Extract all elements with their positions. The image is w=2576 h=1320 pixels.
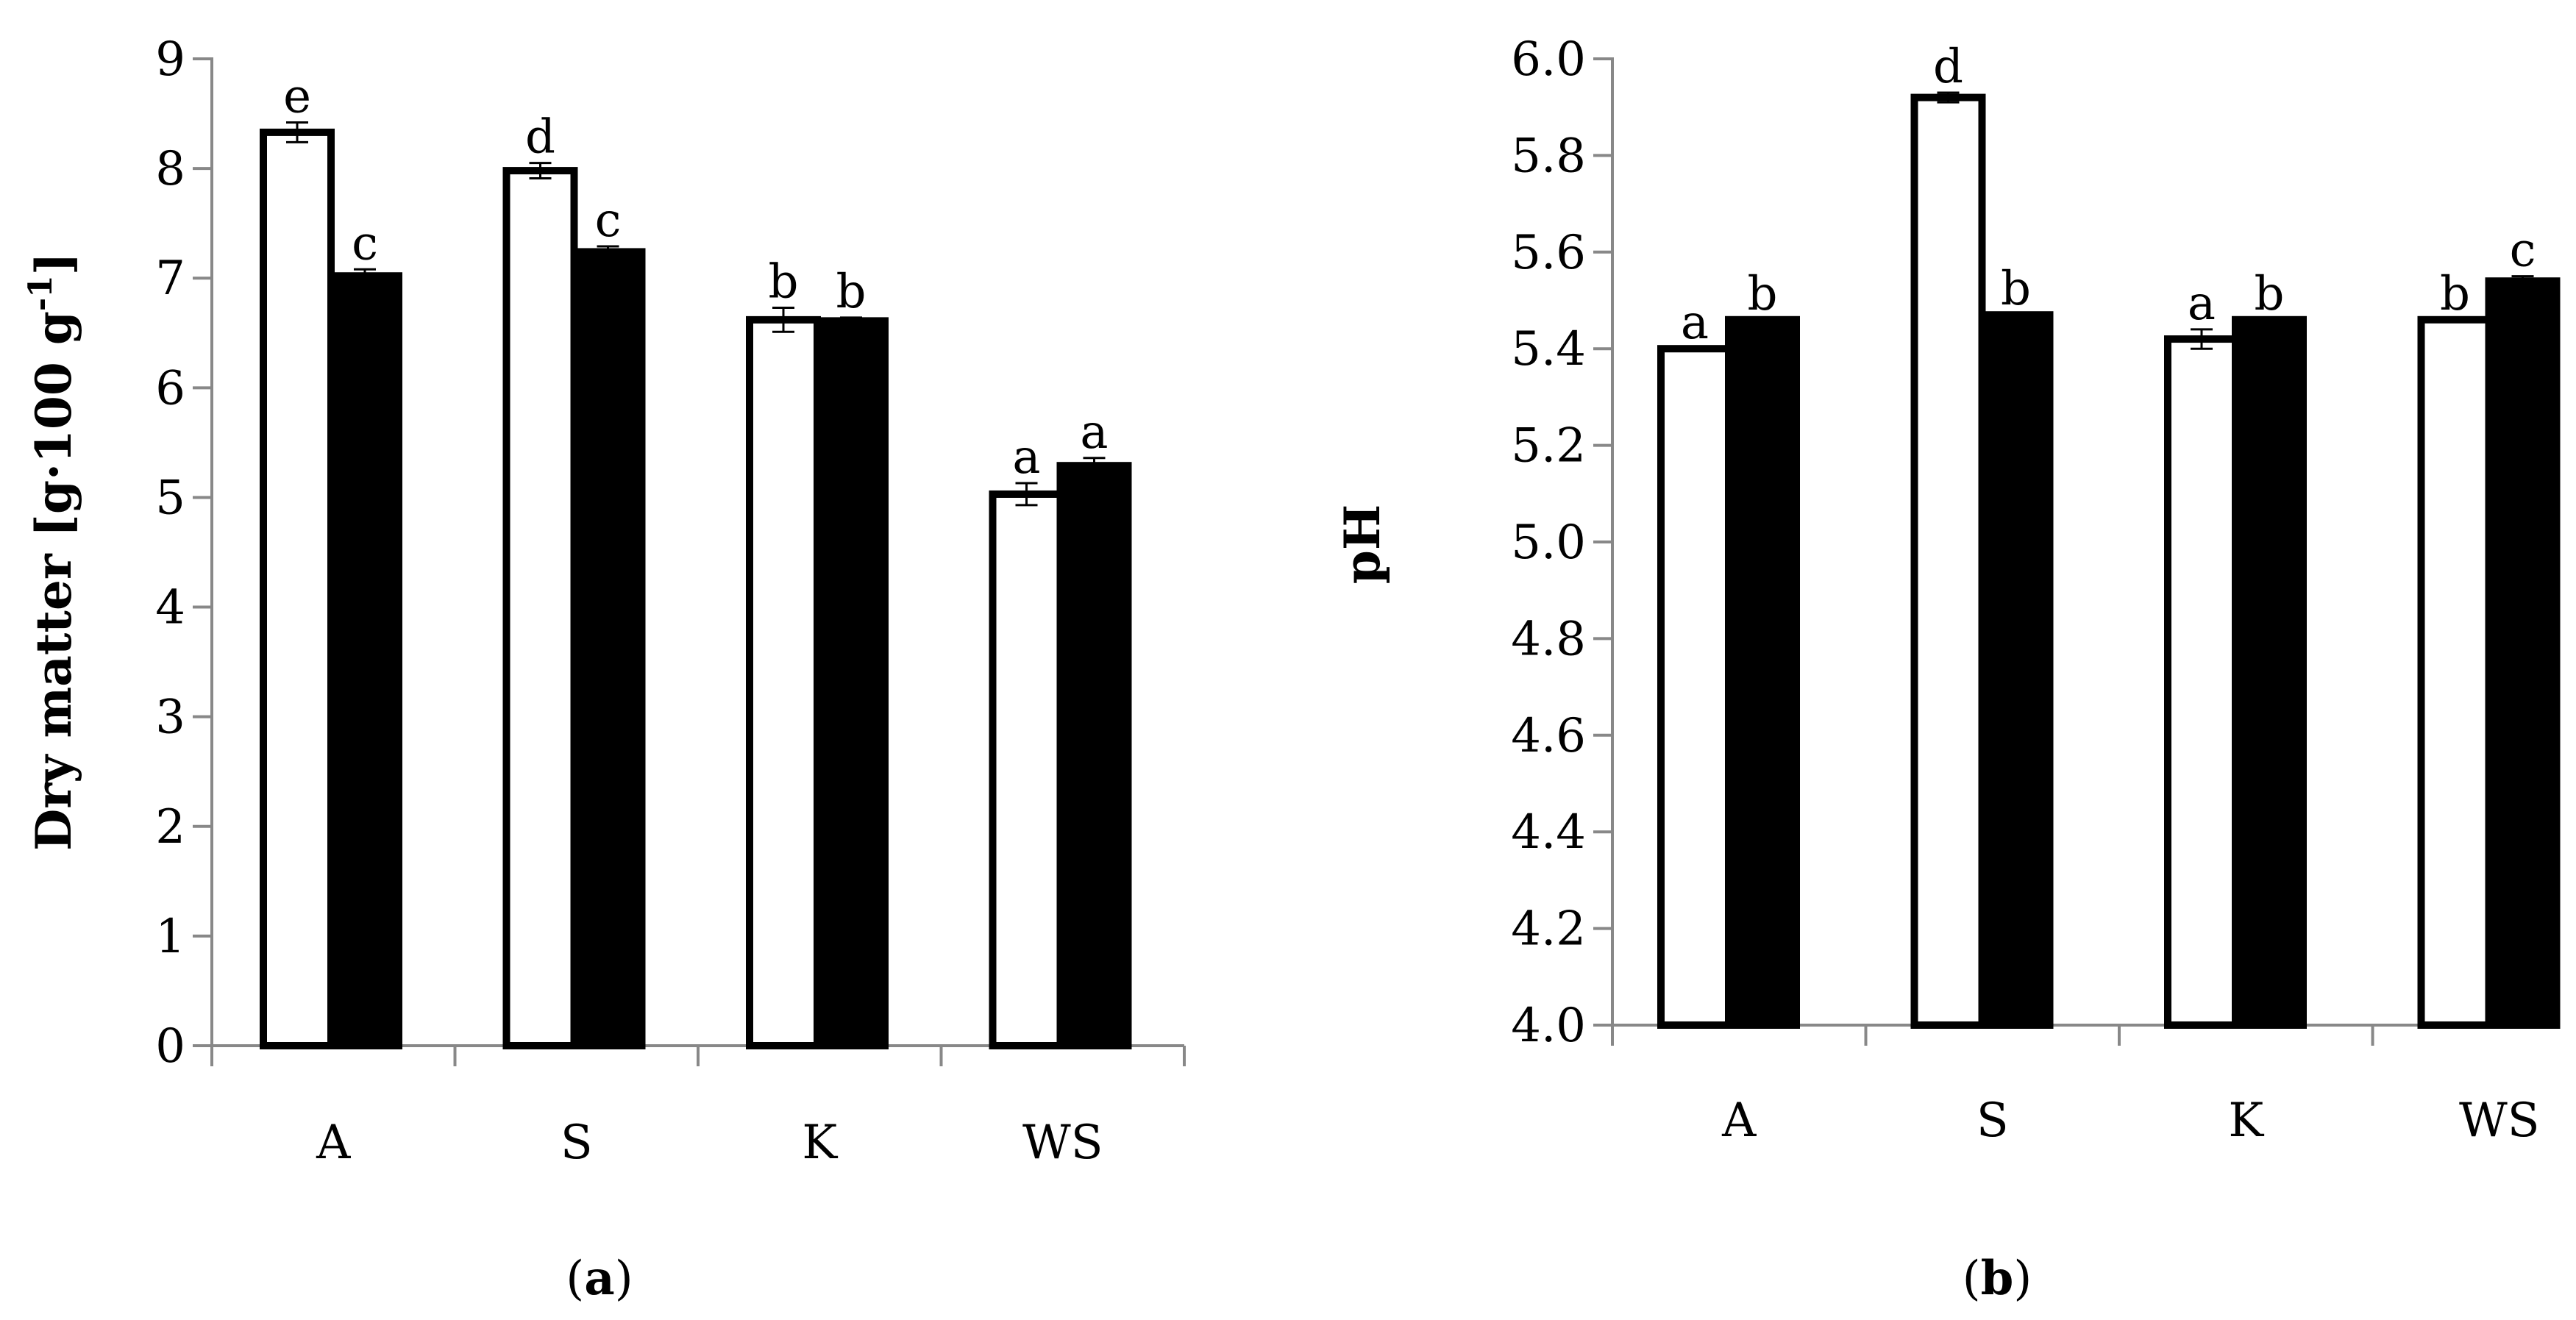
- bar-white-S: [1910, 93, 1986, 1029]
- y-tick-label: 2: [155, 800, 185, 855]
- y-tick-label: 9: [155, 32, 185, 87]
- panel-label-letter: b: [1981, 1251, 2014, 1306]
- bar-black-A: [327, 272, 402, 1049]
- x-category-label: S: [561, 1116, 593, 1170]
- y-tick-label: 5.4: [1511, 322, 1586, 377]
- significance-letter: b: [1748, 267, 1778, 321]
- y-axis-title-main: pH: [1334, 504, 1391, 585]
- panel-label: (b): [1963, 1251, 2032, 1306]
- bar-black-S: [1978, 311, 2054, 1029]
- x-category-label: S: [1977, 1094, 2009, 1148]
- y-tick-label: 5.2: [1511, 419, 1586, 474]
- significance-letter: e: [283, 69, 311, 124]
- y-tick-label: 6: [155, 361, 185, 415]
- significance-letter: d: [525, 110, 555, 165]
- panel-label: (a): [566, 1251, 633, 1306]
- significance-letter: c: [352, 216, 378, 271]
- panel-label-open: (: [566, 1252, 584, 1306]
- y-tick-label: 5.0: [1511, 515, 1586, 570]
- significance-letter: c: [2510, 224, 2536, 278]
- bar-black-S: [570, 248, 646, 1049]
- significance-letter: a: [1681, 296, 1709, 350]
- bar-black-WS: [1056, 462, 1132, 1049]
- bar-white-K: [2164, 335, 2239, 1029]
- x-category-label: A: [1721, 1094, 1757, 1148]
- panel-b: 4.04.24.44.64.85.05.25.45.65.86.0abAdbSa…: [1334, 32, 2561, 1306]
- y-tick-label: 5.8: [1511, 129, 1586, 183]
- bar-white-A: [1657, 345, 1732, 1029]
- bar-white-K: [746, 315, 821, 1049]
- y-tick-label: 4.0: [1511, 999, 1586, 1053]
- panel-label-open: (: [1963, 1252, 1981, 1306]
- bar-black-WS: [2485, 277, 2561, 1030]
- x-category-label: WS: [1022, 1116, 1103, 1170]
- significance-letter: a: [1080, 405, 1108, 460]
- y-axis-title-end: ]: [25, 252, 82, 275]
- bar-black-K: [2232, 315, 2307, 1029]
- y-tick-label: 3: [155, 691, 185, 745]
- significance-letter: b: [2001, 262, 2031, 316]
- y-tick-label: 5: [155, 471, 185, 525]
- y-axis-title: pH: [1334, 504, 1391, 585]
- bar-black-A: [1725, 315, 1800, 1029]
- y-axis-title-superscript: -1: [22, 275, 60, 311]
- y-tick-label: 6.0: [1511, 32, 1586, 87]
- panel-label-close: ): [2013, 1252, 2032, 1306]
- bar-white-WS: [2417, 315, 2493, 1029]
- y-tick-label: 8: [155, 142, 185, 196]
- y-axis-title-main: Dry matter [g·100 g: [25, 311, 82, 851]
- y-tick-label: 0: [155, 1019, 185, 1074]
- x-category-label: A: [316, 1116, 351, 1170]
- y-tick-label: 1: [155, 910, 185, 964]
- significance-letter: b: [769, 254, 799, 309]
- significance-letter: a: [1012, 430, 1040, 485]
- y-tick-label: 4.8: [1511, 612, 1586, 666]
- significance-letter: d: [1933, 40, 1963, 94]
- panel-label-letter: a: [584, 1251, 614, 1306]
- x-category-label: K: [802, 1116, 838, 1170]
- significance-letter: c: [595, 193, 622, 248]
- y-tick-label: 4.4: [1511, 805, 1586, 860]
- y-tick-label: 4.6: [1511, 709, 1586, 763]
- bar-white-S: [502, 167, 578, 1049]
- significance-letter: b: [2255, 267, 2285, 321]
- significance-letter: b: [836, 265, 867, 319]
- x-category-label: WS: [2459, 1094, 2540, 1148]
- significance-letter: a: [2188, 277, 2216, 331]
- y-tick-label: 5.6: [1511, 226, 1586, 280]
- bar-white-WS: [989, 490, 1064, 1049]
- y-axis-title: Dry matter [g·100 g-1]: [22, 252, 82, 851]
- significance-letter: b: [2440, 267, 2470, 321]
- panel-label-close: ): [615, 1252, 633, 1306]
- y-tick-label: 7: [155, 251, 185, 306]
- bar-white-A: [260, 128, 335, 1050]
- x-category-label: K: [2228, 1094, 2264, 1148]
- y-tick-label: 4.2: [1511, 902, 1586, 957]
- y-tick-label: 4: [155, 581, 185, 635]
- bar-black-K: [814, 317, 889, 1049]
